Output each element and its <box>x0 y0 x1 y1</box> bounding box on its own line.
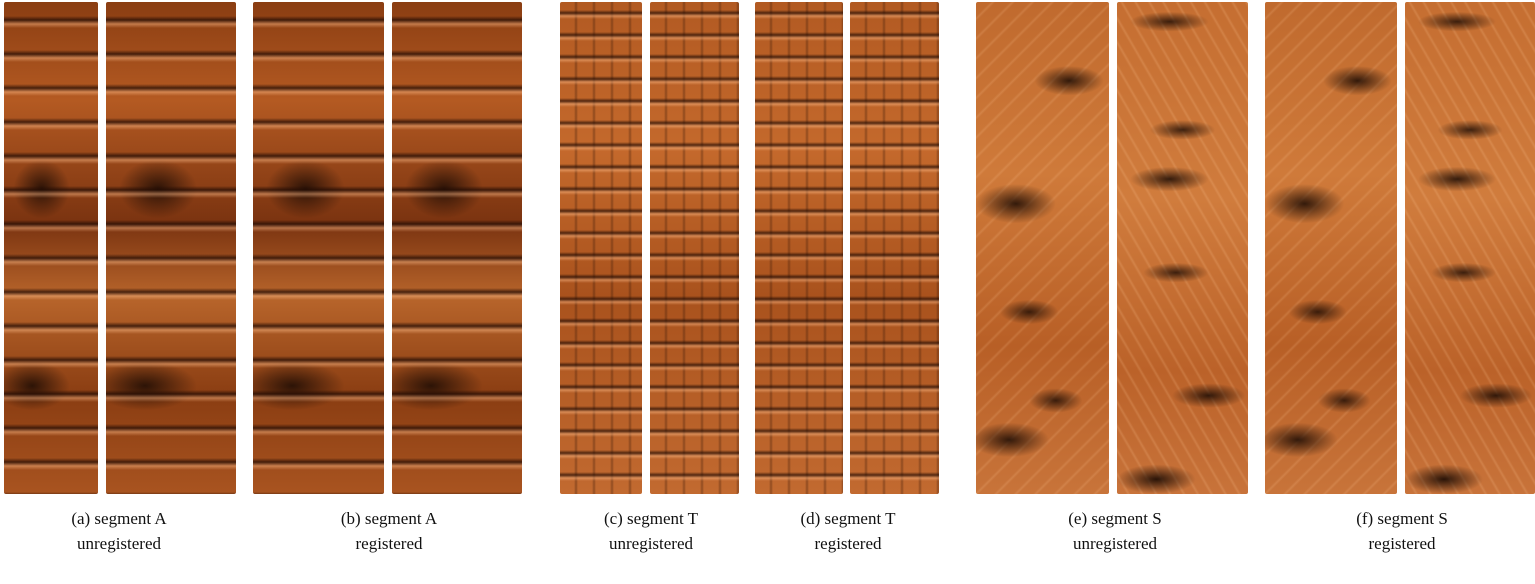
panel-b-left-strip <box>253 2 384 494</box>
caption-f: (f) segment S registered <box>1327 506 1477 556</box>
panel-e-right-strip <box>1117 2 1248 494</box>
caption-d-line2: registered <box>814 534 882 553</box>
panel-f-right-strip <box>1405 2 1535 494</box>
panel-c-left-strip <box>560 2 642 494</box>
caption-a-line2: unregistered <box>76 534 162 553</box>
caption-b-line1: (b) segment A <box>340 509 438 528</box>
caption-d: (d) segment T registered <box>773 506 923 556</box>
caption-c-line2: unregistered <box>608 534 694 553</box>
caption-a-line1: (a) segment A <box>71 509 167 528</box>
caption-e: (e) segment S unregistered <box>1040 506 1190 556</box>
panel-a-right-strip <box>106 2 236 494</box>
panel-a-left-strip <box>4 2 98 494</box>
caption-c: (c) segment T unregistered <box>576 506 726 556</box>
caption-e-line2: unregistered <box>1072 534 1158 553</box>
caption-a: (a) segment A unregistered <box>44 506 194 556</box>
caption-e-line1: (e) segment S <box>1068 509 1162 528</box>
panel-b-right-strip <box>392 2 522 494</box>
caption-b: (b) segment A registered <box>314 506 464 556</box>
caption-c-line1: (c) segment T <box>603 509 699 528</box>
panel-e-left-strip <box>976 2 1109 494</box>
caption-f-line1: (f) segment S <box>1356 509 1448 528</box>
caption-d-line1: (d) segment T <box>800 509 896 528</box>
caption-b-line2: registered <box>355 534 423 553</box>
panel-d-right-strip <box>850 2 939 494</box>
panel-c-right-strip <box>650 2 739 494</box>
panel-d-left-strip <box>755 2 843 494</box>
panel-f-left-strip <box>1265 2 1397 494</box>
caption-f-line2: registered <box>1368 534 1436 553</box>
